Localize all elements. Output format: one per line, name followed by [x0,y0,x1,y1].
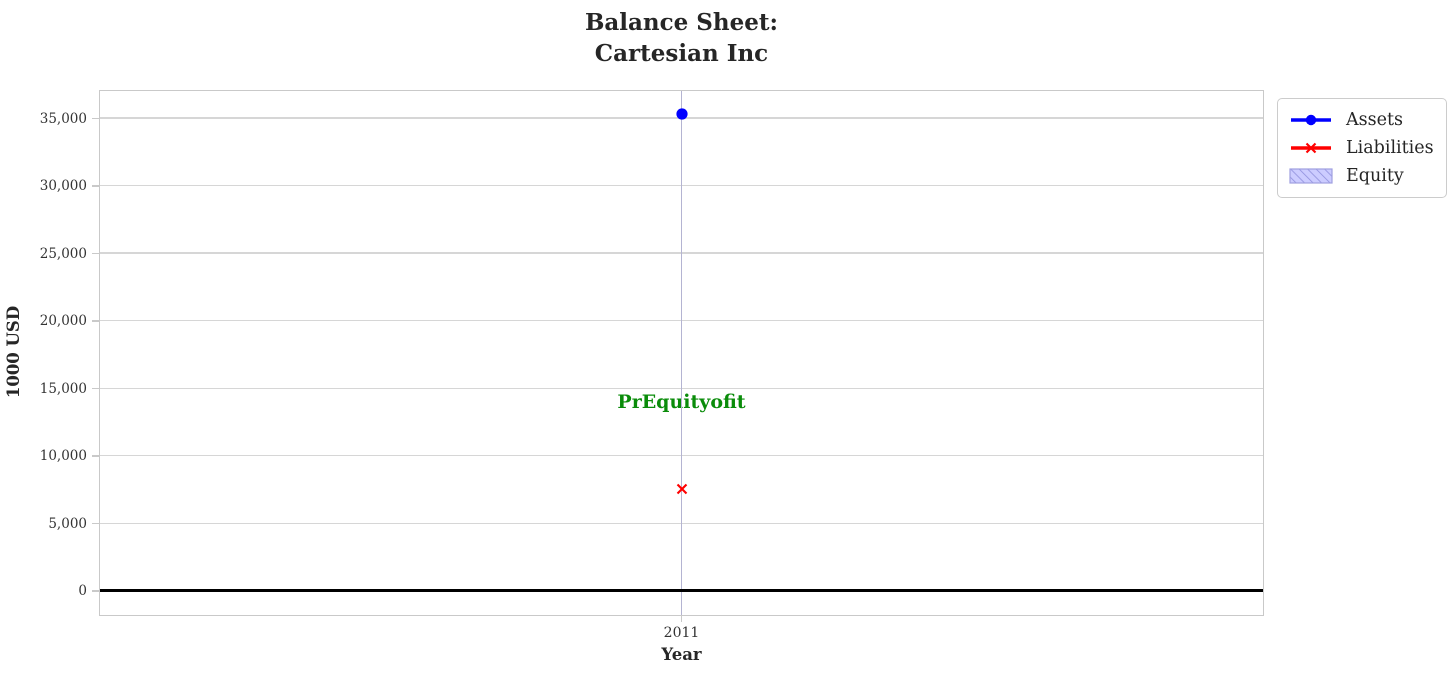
liabilities-marker-icon [676,484,687,495]
y-tick-label: 15,000 [39,380,87,397]
liabilities-legend-swatch-icon [1291,142,1331,154]
legend-item-equity: Equity [1289,162,1434,190]
legend-item-liabilities: Liabilities [1289,134,1434,162]
y-tick-label: 35,000 [39,110,87,127]
x-axis-ticks: 2011 [99,616,1264,646]
x-tick-label: 2011 [663,625,700,641]
y-tick-mark [92,185,99,187]
plot-area: PrEquityofit [99,90,1264,616]
gridline-vertical [680,91,683,615]
assets-legend-swatch-icon [1291,114,1331,126]
x-axis-label: Year [661,645,702,664]
y-tick-label: 25,000 [39,245,87,262]
legend-item-assets: Assets [1289,106,1434,134]
y-tick-label: 5,000 [48,515,87,532]
equity-legend-swatch-icon [1289,168,1333,184]
y-axis-ticks: 0 5,000 10,000 15,000 20,000 25,000 30,000 35,0… [0,0,99,676]
y-tick-label: 10,000 [39,448,87,465]
y-tick-mark [92,455,99,457]
y-tick-mark [92,590,99,592]
legend: Assets Liabilities Equity [1277,98,1447,198]
zero-axis-line [100,589,1263,592]
y-tick-label: 0 [78,583,87,600]
y-tick-mark [92,252,99,255]
y-tick-mark [92,522,99,525]
y-tick-label: 30,000 [39,178,87,195]
chart-title: Balance Sheet: Cartesian Inc [99,7,1264,69]
y-tick-mark [92,117,99,120]
y-tick-mark [92,320,99,322]
x-tick-mark [680,616,683,622]
assets-marker-icon [675,108,688,120]
chart-title-line1: Balance Sheet: [584,9,779,36]
legend-label: Liabilities [1346,138,1434,158]
y-tick-label: 20,000 [39,313,87,330]
legend-label: Equity [1346,166,1404,186]
legend-label: Assets [1346,110,1403,130]
y-tick-mark [92,387,99,390]
chart-title-line2: Cartesian Inc [594,40,769,67]
